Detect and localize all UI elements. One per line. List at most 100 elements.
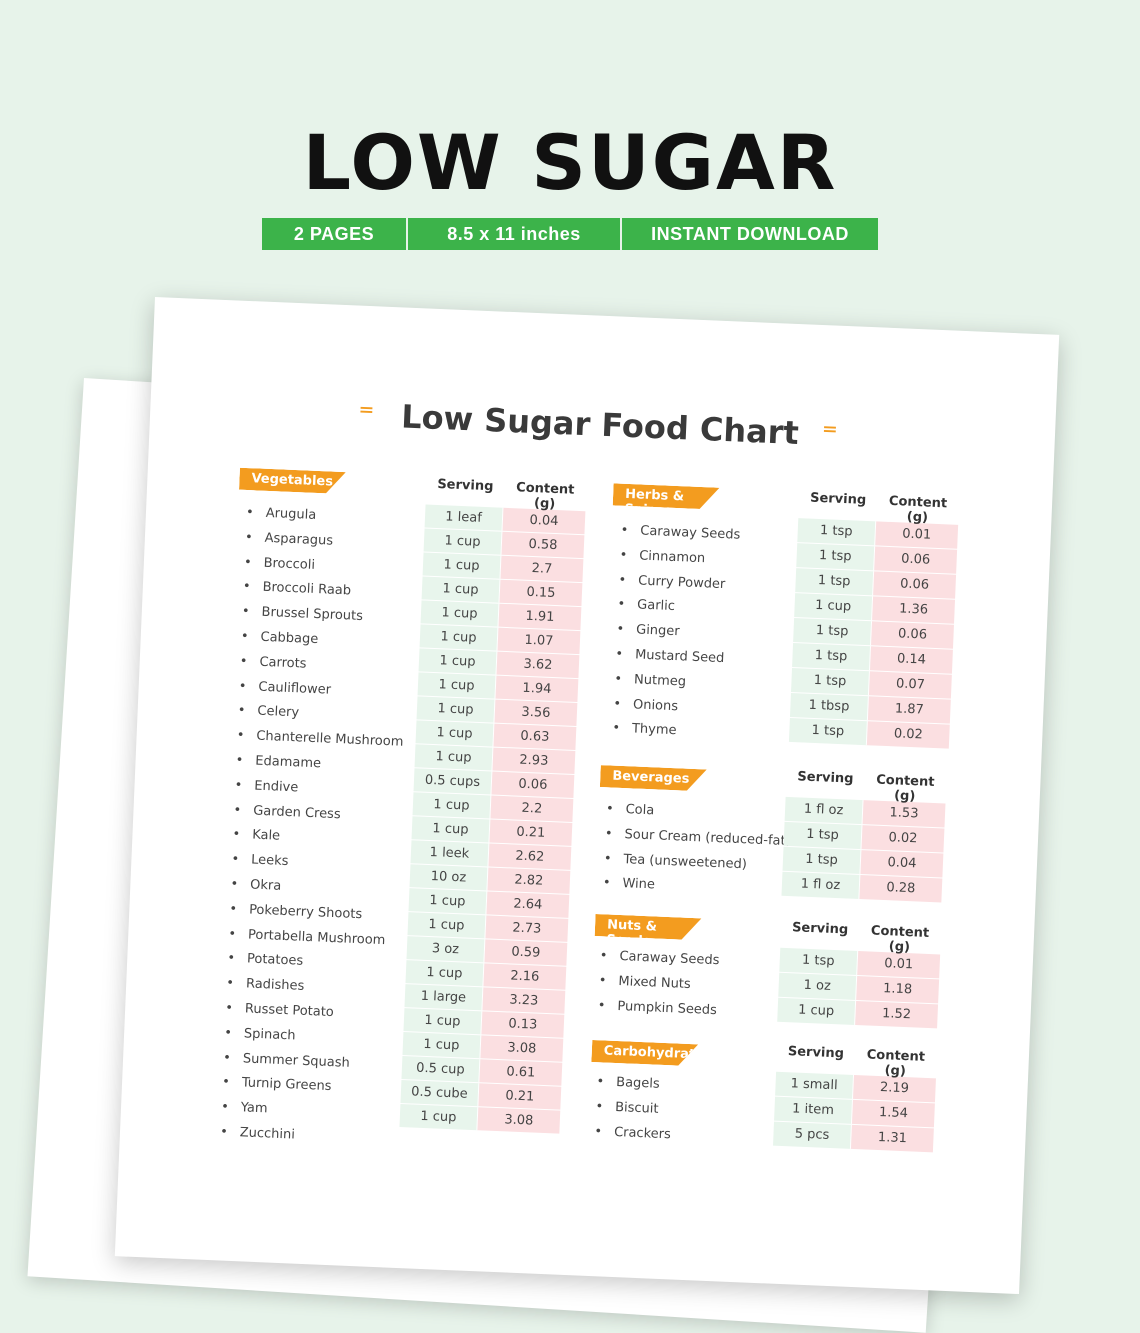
badge-size: 8.5 x 11 inches — [408, 218, 622, 250]
serving-cell: 1 item — [774, 1096, 853, 1124]
serving-cell: 5 pcs — [773, 1121, 852, 1149]
table-header: Serving Content (g) — [426, 476, 587, 512]
feature-badges: 2 PAGES 8.5 x 11 inches INSTANT DOWNLOAD — [262, 218, 878, 250]
list-item: Pumpkin Seeds — [597, 994, 718, 1024]
beverages-list: ColaSour Cream (reduced-fat)Tea (unsweet… — [602, 797, 792, 904]
serving-cell: 1 cup — [794, 593, 874, 621]
serving-cell: 1 leek — [410, 840, 490, 867]
content-cell: 1.18 — [856, 975, 940, 1004]
content-cell: 2.2 — [490, 795, 574, 822]
content-cell: 0.63 — [493, 723, 577, 751]
serving-cell: 1 cup — [407, 912, 487, 939]
content-cell: 0.61 — [479, 1059, 563, 1086]
list-item: Bagels — [596, 1070, 673, 1098]
content-cell: 0.02 — [866, 721, 950, 749]
content-cell: 3.08 — [480, 1035, 564, 1062]
serving-cell: 1 cup — [422, 552, 502, 579]
serving-cell: 1 cup — [423, 528, 503, 555]
header-serving: Serving — [437, 476, 494, 495]
content-cell: 0.01 — [857, 951, 941, 979]
table-header: Serving Content (g) — [798, 490, 959, 526]
serving-cell: 1 tsp — [792, 643, 872, 671]
table-row: 1 cup 1.52 — [777, 997, 939, 1030]
serving-cell: 1 oz — [778, 972, 858, 1000]
table-row: 1 fl oz 0.28 — [781, 871, 943, 904]
nuts-table: Serving Content (g) 1 tsp 0.01 1 oz 1.18 1 cup… — [777, 920, 941, 1030]
content-cell: 0.21 — [489, 819, 573, 846]
content-cell: 1.87 — [867, 696, 951, 724]
content-cell: 2.7 — [500, 555, 584, 583]
serving-cell: 1 tsp — [788, 717, 868, 746]
serving-cell: 1 cup — [414, 744, 494, 771]
content-cell: 0.21 — [478, 1083, 562, 1110]
serving-cell: 1 cup — [419, 624, 499, 651]
carbs-table: Serving Content (g) 1 small 2.19 1 item 1.54 5… — [772, 1044, 936, 1154]
nuts-list: Caraway SeedsMixed NutsPumpkin Seeds — [597, 944, 720, 1023]
content-cell: 0.14 — [869, 646, 953, 674]
serving-cell: 1 cup — [411, 816, 491, 843]
serving-cell: 1 tsp — [796, 543, 876, 571]
content-cell: 0.59 — [484, 939, 568, 966]
serving-cell: 1 cup — [399, 1103, 479, 1131]
content-cell: 3.23 — [482, 987, 566, 1014]
serving-cell: 1 cup — [405, 960, 485, 987]
content-cell: 1.07 — [497, 627, 581, 655]
carbs-list: BagelsBiscuitCrackers — [594, 1070, 673, 1148]
content-cell: 2.93 — [492, 747, 576, 774]
serving-cell: 1 cup — [420, 600, 500, 627]
serving-cell: 1 small — [775, 1071, 855, 1099]
header-serving: Serving — [787, 1044, 845, 1062]
content-cell: 3.56 — [494, 699, 578, 727]
content-cell: 0.06 — [871, 621, 954, 649]
carbs-label: Carbohydrates — [591, 1040, 698, 1066]
serving-cell: 1 tsp — [783, 821, 863, 850]
content-cell: 0.06 — [873, 571, 957, 599]
hero-title: LOW SUGAR — [302, 118, 838, 207]
serving-cell: 1 cup — [408, 888, 488, 915]
serving-cell: 10 oz — [409, 864, 489, 891]
list-item: Crackers — [594, 1120, 671, 1148]
table-header: Serving Content (g) — [780, 920, 941, 955]
content-cell: 3.62 — [496, 651, 580, 679]
content-cell: 2.19 — [853, 1074, 936, 1103]
list-item: Biscuit — [595, 1095, 672, 1123]
serving-cell: 1 cup — [412, 792, 492, 819]
content-cell: 0.15 — [499, 579, 583, 607]
serving-cell: 1 tsp — [791, 668, 870, 696]
serving-cell: 1 cup — [416, 696, 496, 723]
content-cell: 0.01 — [875, 521, 959, 549]
serving-cell: 0.5 cups — [413, 768, 493, 795]
beverages-label: Beverages — [600, 765, 707, 791]
serving-cell: 3 oz — [406, 936, 486, 963]
content-cell: 2.82 — [487, 867, 571, 894]
serving-cell: 1 cup — [403, 1008, 483, 1035]
content-cell: 2.16 — [483, 963, 567, 990]
table-header: Serving Content (g) — [776, 1044, 937, 1079]
front-page: ⁼ Low Sugar Food Chart ⁼ VegetablesArugu… — [114, 297, 1060, 1295]
content-cell: 1.91 — [498, 603, 582, 631]
serving-cell: 1 fl oz — [781, 871, 861, 900]
serving-cell: 1 tsp — [793, 618, 873, 646]
header-content: Content (g) — [515, 480, 575, 512]
content-cell: 0.04 — [502, 507, 586, 535]
content-cell: 0.06 — [874, 546, 958, 574]
content-cell: 0.13 — [481, 1011, 565, 1038]
serving-cell: 1 cup — [417, 672, 497, 699]
content-cell: 0.02 — [861, 825, 945, 853]
content-cell: 0.28 — [859, 875, 943, 903]
header-serving: Serving — [791, 920, 849, 938]
serving-cell: 1 tsp — [782, 846, 862, 875]
serving-cell: 1 cup — [402, 1032, 482, 1059]
vegetables-list: ArugulaAsparagusBroccoliBroccoli RaabBru… — [220, 501, 414, 1152]
badge-pages: 2 PAGES — [262, 218, 408, 250]
content-cell: 2.64 — [486, 891, 570, 918]
header-content: Content (g) — [888, 493, 948, 526]
serving-cell: 1 leaf — [424, 504, 504, 531]
content-cell: 1.52 — [855, 1000, 939, 1029]
serving-cell: 1 cup — [421, 576, 501, 603]
herbs-table: Serving Content (g) 1 tsp 0.01 1 tsp 0.06 1 ts… — [788, 491, 959, 750]
beverages-table: Serving Content (g) 1 fl oz 1.53 1 tsp 0.02 1 … — [781, 769, 946, 904]
serving-cell: 0.5 cube — [400, 1080, 480, 1107]
herbs-list: Caraway SeedsCinnamonCurry PowderGarlicG… — [612, 519, 741, 747]
page-title: Low Sugar Food Chart — [400, 397, 800, 453]
